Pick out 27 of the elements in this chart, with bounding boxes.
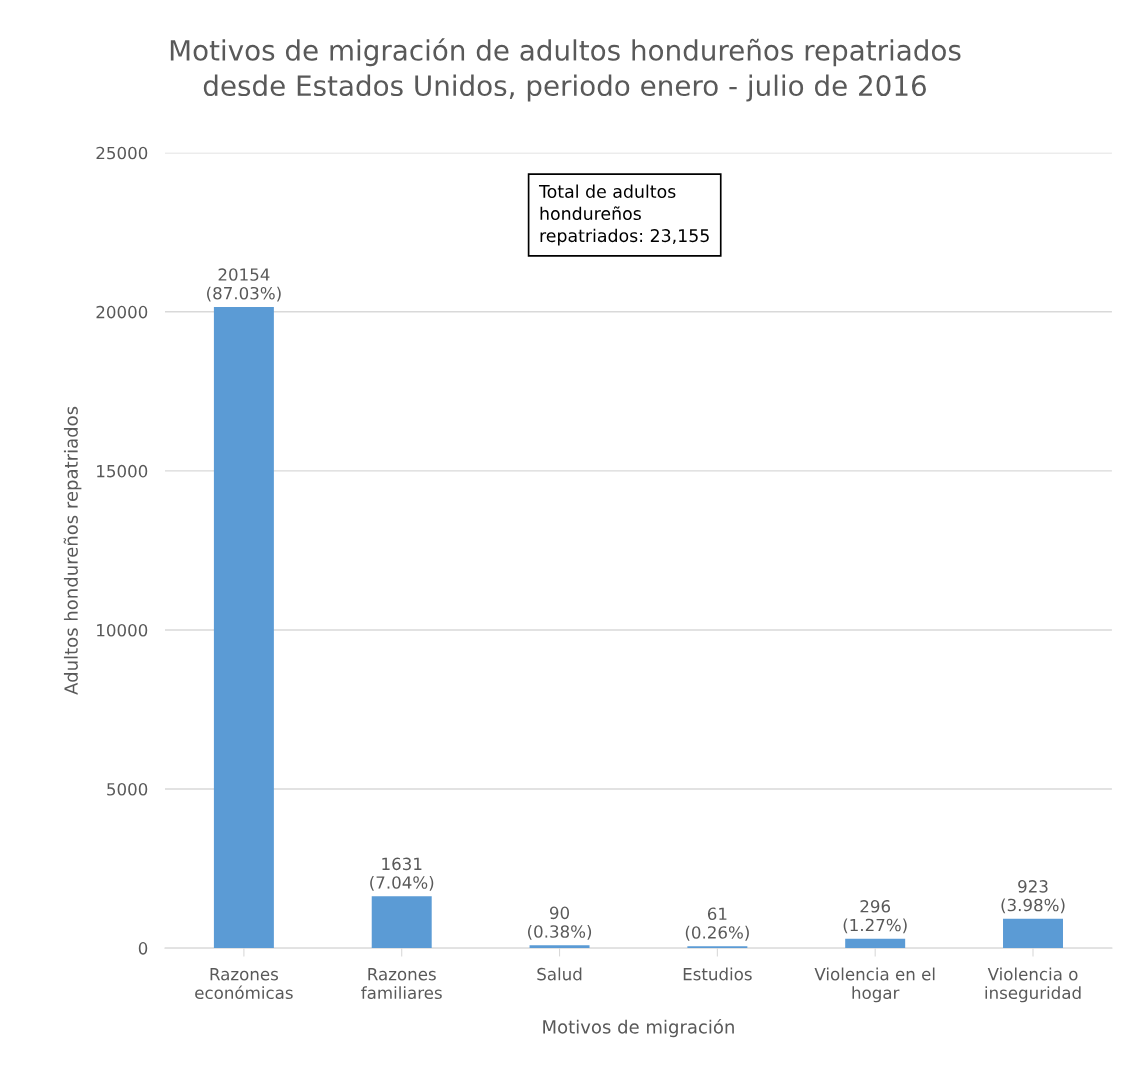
- data-label: 296 (1.27%): [843, 900, 907, 934]
- y-axis-title: Adultos hondureños repatriados: [63, 406, 82, 695]
- x-tick-label: Salud: [537, 967, 582, 981]
- y-tick-label: 15000: [97, 464, 148, 478]
- data-label: 1631 (7.04%): [370, 857, 434, 891]
- x-axis-title: Motivos de migración: [543, 1018, 734, 1038]
- y-tick-label: 25000: [96, 146, 148, 160]
- x-tick-label: Violencia o inseguridad: [985, 967, 1081, 1003]
- y-tick-label: 10000: [97, 623, 148, 637]
- bar: [213, 306, 274, 949]
- bar: [371, 896, 432, 949]
- x-tick-label: Razones familiares: [361, 968, 442, 1000]
- x-tick-label: Estudios: [683, 967, 752, 981]
- data-label: 61 (0.26%): [685, 907, 749, 941]
- data-label: 90 (0.38%): [528, 906, 592, 940]
- bar: [1003, 918, 1063, 949]
- y-tick-label: 5000: [107, 782, 148, 796]
- x-tick-label: Violencia en el hogar: [814, 967, 935, 1003]
- data-label: 923 (3.98%): [1001, 880, 1065, 914]
- x-tick-label: Razones económicas: [195, 968, 293, 1000]
- y-tick-label: 0: [138, 942, 148, 955]
- annotation: Total de adultos hondureños repatriados: 23,155: [538, 184, 709, 246]
- chart-title: Motivos de migración de adultos hondureños repatriados desde Estados Unidos, periodo enero - julio de 2016: [170, 38, 961, 102]
- data-label: 20154 (87.03%): [207, 268, 281, 302]
- y-tick-label: 20000: [96, 305, 148, 319]
- bar: [529, 945, 590, 949]
- bar: [845, 938, 906, 949]
